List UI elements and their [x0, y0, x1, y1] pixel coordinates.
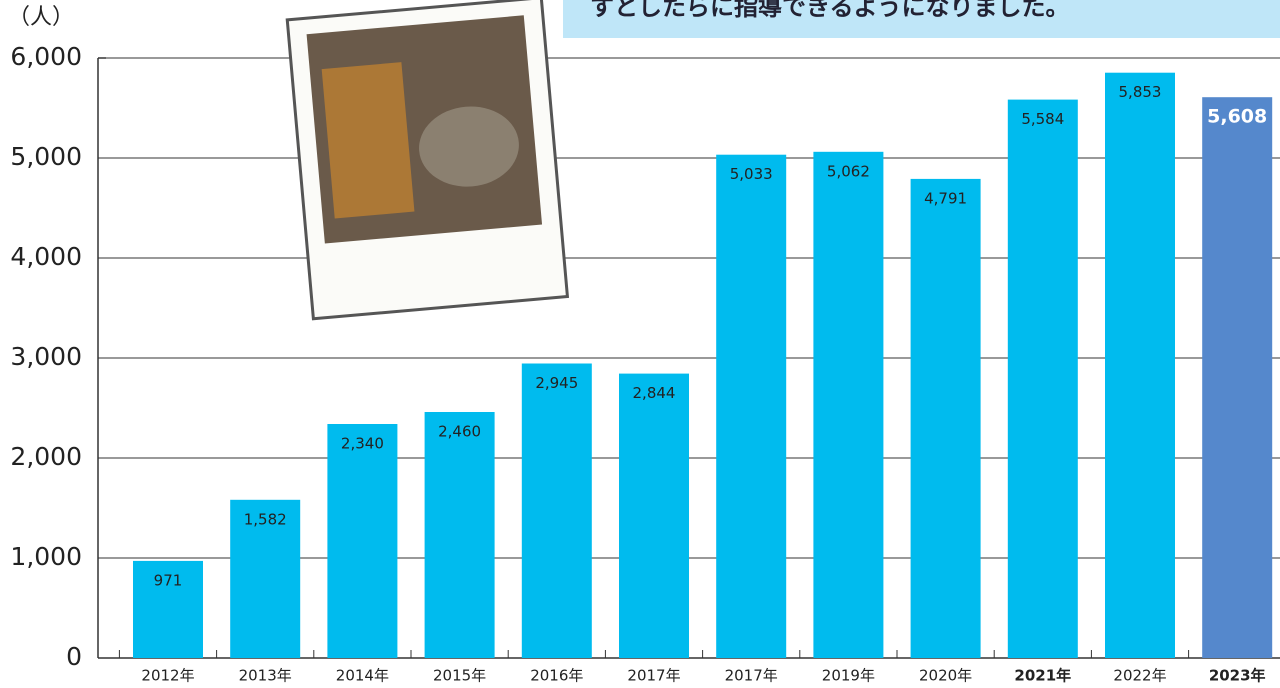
value-label: 2,945: [535, 374, 578, 392]
banner-text: すとしたらに指導できるようになりました。: [590, 0, 1070, 21]
bar: [425, 412, 495, 658]
value-label: 2,340: [341, 435, 384, 453]
value-label: 5,608: [1207, 106, 1267, 128]
x-tick-label: 2014年: [336, 667, 389, 685]
bar: [813, 152, 883, 658]
value-label: 4,791: [924, 189, 967, 207]
x-tick-label: 2015年: [433, 667, 486, 685]
value-label: 5,853: [1119, 83, 1162, 101]
x-tick-label: 2012年: [141, 667, 194, 685]
page: {"chart_data": {"type": "bar", "unit_lab…: [0, 0, 1280, 688]
photo-figure: [322, 62, 415, 218]
y-tick-label: 0: [66, 642, 82, 671]
x-tick-label: 2021年: [1014, 667, 1071, 685]
bar: [1202, 97, 1272, 658]
x-tick-label: 2016年: [530, 667, 583, 685]
value-label: 2,844: [633, 384, 676, 402]
y-tick-label: 2,000: [10, 442, 82, 471]
marks: 0 1,000 2,000 3,000 4,000 5,000 6,000 971 2012年 1…: [10, 42, 1272, 685]
value-label: 971: [154, 571, 183, 589]
value-label: 1,582: [244, 510, 287, 528]
x-tick-label: 2020年: [919, 667, 972, 685]
bar: [716, 155, 786, 658]
bar: [1105, 73, 1175, 658]
bar: [522, 364, 592, 659]
y-tick-label: 3,000: [10, 342, 82, 371]
value-label: 5,584: [1021, 110, 1064, 128]
bar: [911, 179, 981, 658]
y-tick-label: 6,000: [10, 42, 82, 71]
x-tick-label: 2013年: [239, 667, 292, 685]
bar: [327, 424, 397, 658]
value-label: 2,460: [438, 423, 481, 441]
x-tick-label: 2023年: [1209, 667, 1266, 685]
x-tick-label: 2019年: [822, 667, 875, 685]
x-tick-label: 2017年: [627, 667, 680, 685]
y-tick-label: 4,000: [10, 242, 82, 271]
value-label: 5,062: [827, 162, 870, 180]
y-tick-label: 5,000: [10, 142, 82, 171]
bar: [1008, 100, 1078, 658]
x-tick-label: 2017年: [725, 667, 778, 685]
bar: [619, 374, 689, 658]
value-label: 5,033: [730, 165, 773, 183]
chart: すとしたらに指導できるようになりました。 （人） 0 1,000 2,000 3,00…: [0, 0, 1280, 688]
y-tick-label: 1,000: [10, 542, 82, 571]
x-tick-label: 2022年: [1113, 667, 1166, 685]
unit-label: （人）: [8, 5, 74, 30]
photo: [287, 0, 567, 319]
